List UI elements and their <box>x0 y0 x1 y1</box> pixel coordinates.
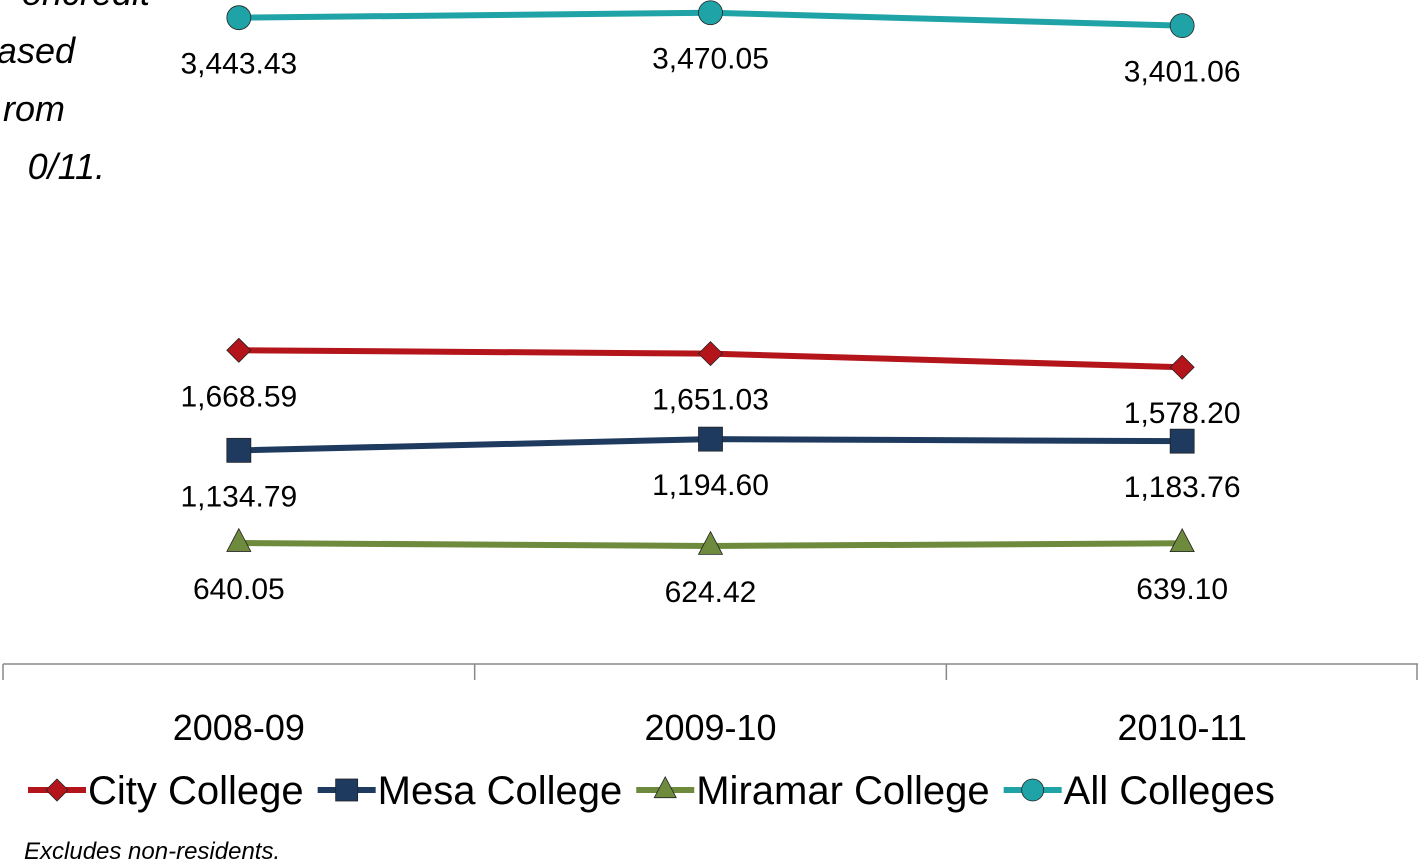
value-label: 1,134.79 <box>180 480 297 513</box>
marker <box>226 527 252 552</box>
value-label: 640.05 <box>193 573 285 606</box>
value-label: 1,668.59 <box>180 380 297 413</box>
x-tick-label: 2008-09 <box>173 707 305 748</box>
legend-label: Miramar College <box>696 769 989 813</box>
value-label: 624.42 <box>665 576 757 609</box>
value-label: 3,443.43 <box>180 48 297 81</box>
marker <box>698 0 723 26</box>
marker <box>335 778 359 802</box>
footnote: Excludes non-residents. <box>24 838 280 865</box>
annotation-line: 0/11. <box>28 146 105 187</box>
x-tick-label: 2010-11 <box>1117 707 1246 748</box>
legend-label: All Colleges <box>1064 769 1275 813</box>
value-label: 1,183.76 <box>1124 471 1241 504</box>
marker <box>45 778 69 802</box>
marker <box>226 437 252 463</box>
marker <box>653 775 677 799</box>
annotation-line: ased <box>0 30 76 71</box>
marker <box>1021 778 1045 802</box>
value-label: 3,401.06 <box>1124 56 1241 89</box>
value-label: 1,578.20 <box>1124 397 1241 430</box>
marker <box>698 426 723 452</box>
x-tick-label: 2009-10 <box>644 707 776 748</box>
marker <box>697 341 724 367</box>
value-label: 3,470.05 <box>652 43 769 76</box>
value-label: 1,651.03 <box>652 384 769 417</box>
value-label: 639.10 <box>1136 573 1228 606</box>
legend-label: Mesa College <box>378 769 623 813</box>
legend-label: City College <box>88 769 304 813</box>
marker <box>226 5 252 31</box>
marker <box>226 337 252 363</box>
marker <box>1169 354 1195 380</box>
marker <box>1169 527 1195 553</box>
value-label: 1,194.60 <box>652 469 769 502</box>
marker <box>1169 13 1195 39</box>
annotation-line: oncredit <box>22 0 152 13</box>
marker <box>1169 428 1195 454</box>
annotation-line: rom <box>3 88 65 129</box>
marker <box>697 530 724 555</box>
